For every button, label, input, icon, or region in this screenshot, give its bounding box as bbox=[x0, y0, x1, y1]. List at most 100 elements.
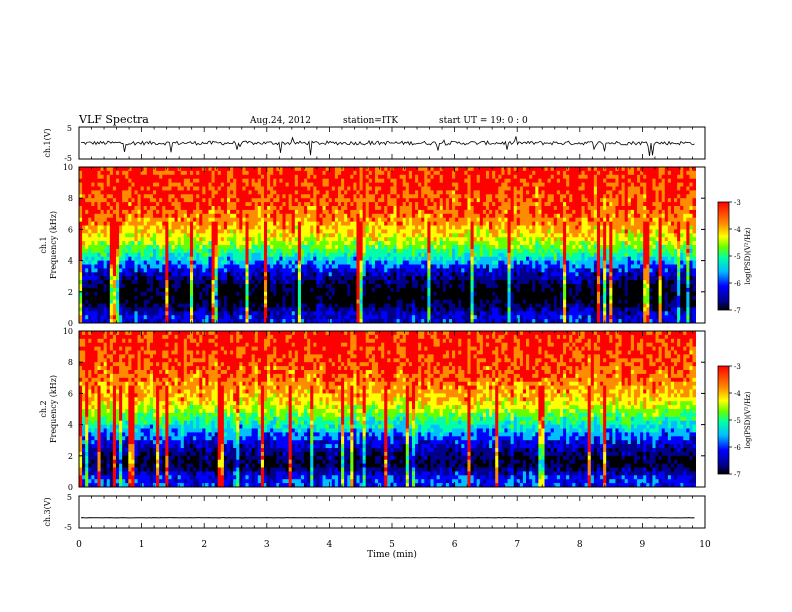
spec1-cell bbox=[322, 264, 327, 269]
spec1-cell bbox=[393, 225, 397, 230]
spec1-cell bbox=[91, 287, 95, 293]
spec1-cell bbox=[109, 303, 114, 308]
spec1-cell bbox=[196, 233, 200, 238]
spec1-cell bbox=[393, 209, 397, 215]
spec1-cell bbox=[143, 248, 148, 254]
spec1-cell bbox=[189, 295, 194, 300]
spec1-cell bbox=[230, 295, 234, 300]
spec1-cell bbox=[245, 233, 249, 238]
spec1-cell bbox=[387, 241, 391, 246]
spec1-cell bbox=[328, 233, 333, 238]
spec1-cell bbox=[390, 256, 394, 261]
spec1-cell bbox=[146, 202, 151, 207]
spec1-cell bbox=[79, 280, 83, 285]
spec1-cell bbox=[205, 178, 209, 183]
spec1-cell bbox=[304, 182, 308, 187]
spec1-cell bbox=[418, 237, 422, 242]
spec1-cell bbox=[94, 198, 98, 203]
spec1-cell bbox=[177, 245, 182, 250]
spec1-cell bbox=[396, 264, 401, 269]
spec1-cell bbox=[263, 272, 268, 277]
spec1-cell bbox=[82, 264, 86, 269]
spec1-cell bbox=[387, 229, 391, 234]
spec1-cell bbox=[362, 217, 367, 222]
spec1-cell bbox=[122, 217, 126, 222]
spec1-cell bbox=[350, 315, 354, 320]
spec1-cell bbox=[128, 319, 132, 324]
spec1-cell bbox=[411, 311, 416, 316]
spec1-cell bbox=[140, 307, 145, 312]
spec1-cell bbox=[152, 311, 157, 316]
spec1-cell bbox=[162, 307, 166, 312]
spec1-cell bbox=[313, 260, 317, 265]
spec1-cell bbox=[387, 287, 391, 293]
spec1-cell bbox=[226, 272, 231, 277]
spec1-cell bbox=[448, 221, 453, 226]
spec1-cell bbox=[196, 229, 200, 234]
spec1-cell bbox=[291, 182, 296, 187]
spec1-cell bbox=[387, 276, 391, 281]
spec1-cell bbox=[334, 260, 339, 265]
spec1-cell bbox=[430, 264, 434, 269]
spec1-cell bbox=[445, 256, 450, 261]
spec1-cell bbox=[347, 248, 351, 254]
spec1-cell bbox=[452, 174, 456, 180]
spec1-cell bbox=[131, 315, 135, 320]
spec1-cell bbox=[85, 182, 89, 187]
spec1-cell bbox=[328, 206, 333, 211]
spec1-cell bbox=[94, 237, 98, 242]
spec1-cell bbox=[189, 248, 194, 254]
spec1-cell bbox=[116, 170, 120, 176]
spec1-cell bbox=[189, 291, 194, 297]
spec1-cell bbox=[257, 245, 262, 250]
spec1-cell bbox=[270, 284, 274, 289]
spec1-cell bbox=[442, 174, 447, 180]
spec1-cell bbox=[328, 221, 333, 226]
spec1-cell bbox=[418, 319, 422, 324]
spec1-cell bbox=[100, 245, 105, 250]
spec1-cell bbox=[418, 272, 422, 277]
spec1-cell bbox=[399, 194, 404, 199]
spec1-cell bbox=[128, 233, 132, 238]
spec1-cell bbox=[359, 190, 364, 195]
spec1-cell bbox=[439, 202, 444, 207]
spec1-cell bbox=[291, 241, 296, 246]
spec1-cell bbox=[384, 303, 388, 308]
spec1-cell bbox=[294, 202, 299, 207]
spec1-cell bbox=[260, 174, 265, 180]
spec1-cell bbox=[421, 202, 425, 207]
spec1-cell bbox=[116, 252, 120, 258]
spec1-cell bbox=[214, 241, 219, 246]
spec1-cell bbox=[208, 245, 212, 250]
spec1-cell bbox=[402, 284, 407, 289]
spec1-cell bbox=[359, 213, 364, 219]
spec1-cell bbox=[396, 221, 401, 226]
spec1-cell bbox=[328, 241, 333, 246]
spec1-cell bbox=[325, 241, 330, 246]
spec1-cell bbox=[97, 252, 101, 258]
spec1-cell bbox=[82, 248, 86, 254]
spec1-cell bbox=[418, 202, 422, 207]
spec1-cell bbox=[128, 315, 132, 320]
spec1-cell bbox=[168, 256, 172, 261]
spec1-cell bbox=[223, 237, 228, 242]
spec1-cell bbox=[208, 276, 212, 281]
spec1-cell bbox=[103, 241, 108, 246]
spec1-cell bbox=[356, 311, 360, 316]
spec1-cell bbox=[328, 280, 333, 285]
spec1-cell bbox=[134, 174, 138, 180]
spec1-cell bbox=[202, 221, 206, 226]
spec1-cell bbox=[319, 170, 323, 176]
spec1-cell bbox=[85, 252, 89, 258]
spec1-cell bbox=[399, 319, 404, 324]
spec1-cell bbox=[334, 229, 339, 234]
spec1-cell bbox=[165, 198, 169, 203]
spec1-cell bbox=[279, 248, 283, 254]
spec1-cell bbox=[294, 190, 299, 195]
spec1-cell bbox=[288, 186, 293, 191]
spec1-cell bbox=[325, 209, 330, 215]
spec1-cell bbox=[122, 295, 126, 300]
spec1-cell bbox=[165, 264, 169, 269]
spec1-cell bbox=[248, 319, 253, 324]
spec1-cell bbox=[285, 256, 290, 261]
